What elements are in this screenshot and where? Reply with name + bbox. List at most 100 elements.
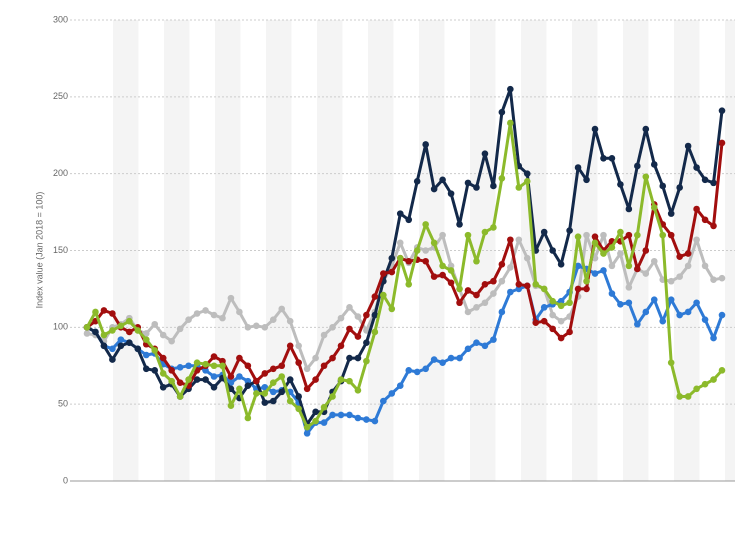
data-point	[617, 181, 624, 188]
data-point	[447, 267, 455, 274]
data-point	[388, 305, 396, 313]
data-point	[439, 359, 446, 366]
data-point	[490, 277, 497, 285]
data-point	[286, 376, 294, 383]
data-point	[278, 373, 286, 380]
data-point	[523, 254, 531, 262]
data-point	[574, 262, 582, 270]
data-point	[447, 279, 455, 287]
data-point	[227, 294, 235, 302]
data-point	[363, 416, 370, 423]
data-point	[600, 250, 607, 257]
data-point	[219, 357, 226, 365]
data-point	[253, 390, 260, 397]
data-point	[667, 277, 675, 285]
data-point	[329, 393, 336, 400]
data-point	[676, 311, 683, 319]
data-point	[439, 176, 446, 184]
data-point	[464, 231, 472, 239]
data-point	[456, 221, 463, 228]
data-point	[244, 414, 252, 422]
data-point	[142, 330, 150, 337]
data-point	[312, 376, 319, 383]
data-point	[396, 254, 404, 262]
data-point	[642, 247, 650, 254]
data-point	[540, 285, 548, 293]
data-point	[422, 257, 429, 265]
data-point	[549, 297, 556, 305]
data-point	[329, 354, 336, 362]
data-point	[295, 359, 302, 366]
data-point	[168, 337, 175, 345]
data-point	[430, 185, 438, 193]
data-point	[261, 399, 269, 406]
data-point	[430, 273, 438, 280]
data-point	[650, 296, 658, 303]
data-point	[303, 430, 311, 437]
data-point	[718, 107, 726, 114]
data-point	[701, 176, 709, 184]
data-point	[185, 316, 192, 323]
data-point	[83, 324, 91, 331]
data-point	[583, 176, 590, 184]
data-point	[447, 354, 455, 362]
data-point	[608, 262, 616, 270]
data-point	[312, 417, 319, 425]
data-point	[337, 342, 345, 350]
data-point	[219, 314, 226, 322]
data-point	[354, 414, 362, 422]
data-point	[337, 376, 345, 383]
data-point	[574, 164, 582, 171]
y-tick-label: 150	[53, 245, 68, 255]
data-point	[371, 417, 379, 425]
data-point	[676, 253, 683, 260]
y-tick-label: 100	[53, 322, 68, 332]
data-point	[396, 239, 404, 247]
data-point	[337, 411, 345, 419]
data-point	[591, 233, 599, 240]
data-point	[117, 322, 125, 330]
data-point	[684, 308, 692, 316]
data-point	[532, 281, 540, 288]
data-point	[540, 317, 548, 325]
data-point	[142, 351, 150, 359]
data-point	[303, 423, 311, 431]
data-point	[109, 327, 116, 334]
data-point	[566, 227, 573, 234]
data-point	[100, 342, 108, 350]
data-point	[540, 304, 548, 311]
data-point	[507, 236, 514, 244]
data-point	[490, 336, 497, 343]
data-point	[634, 320, 641, 328]
data-point	[142, 365, 150, 373]
data-point	[515, 285, 523, 293]
data-point	[269, 316, 277, 323]
data-point	[456, 299, 463, 307]
data-point	[380, 397, 387, 405]
data-point	[642, 270, 650, 277]
data-point	[718, 311, 726, 319]
data-point	[464, 308, 472, 316]
y-axis-label: Index value (Jan 2018 = 100)	[34, 192, 44, 309]
data-point	[117, 336, 125, 343]
data-point	[210, 383, 218, 391]
data-point	[354, 354, 362, 362]
data-point	[507, 288, 514, 296]
data-point	[456, 285, 463, 293]
data-point	[676, 393, 683, 400]
data-point	[439, 231, 446, 239]
data-point	[269, 397, 277, 405]
data-point	[134, 345, 142, 353]
data-point	[244, 324, 252, 331]
data-point	[473, 304, 480, 311]
data-point	[176, 325, 184, 333]
data-point	[600, 267, 607, 274]
data-point	[659, 231, 667, 239]
data-point	[659, 317, 667, 325]
data-point	[396, 382, 404, 390]
data-point	[701, 380, 709, 388]
data-point	[134, 327, 142, 334]
data-point	[303, 385, 311, 393]
data-point	[219, 362, 226, 370]
